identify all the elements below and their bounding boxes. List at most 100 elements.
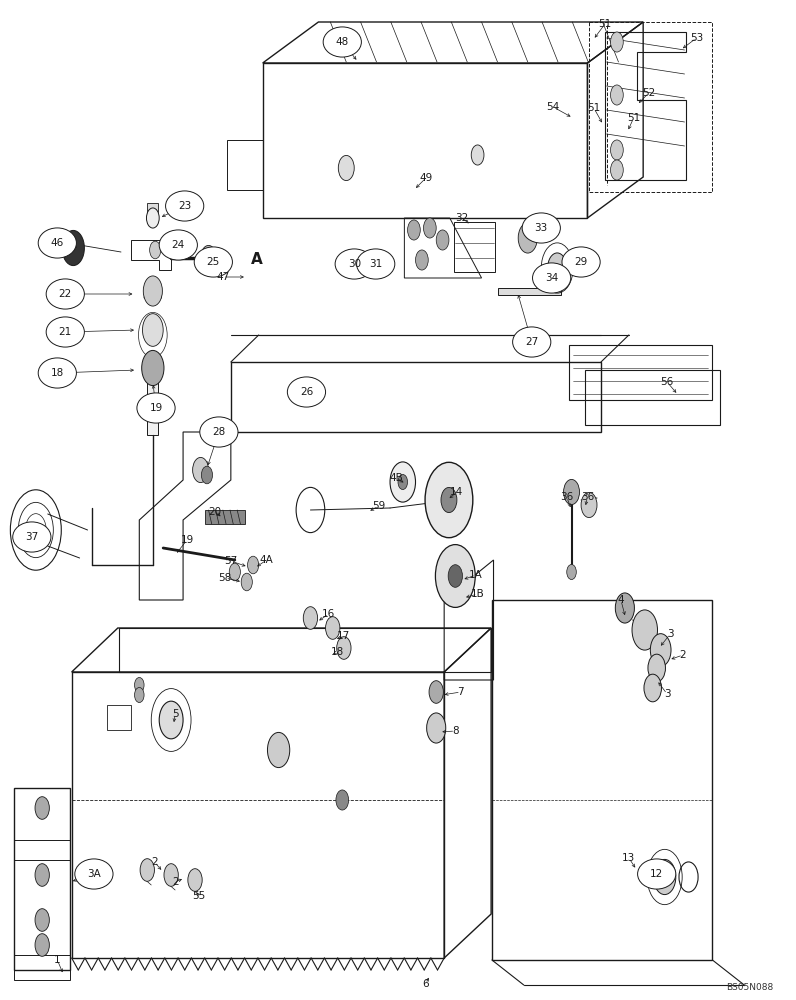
Text: 52: 52 — [642, 88, 655, 98]
Text: 36: 36 — [581, 492, 594, 502]
Ellipse shape — [615, 593, 634, 623]
Ellipse shape — [200, 417, 238, 447]
Ellipse shape — [142, 314, 163, 346]
Ellipse shape — [159, 230, 197, 260]
Text: 53: 53 — [690, 33, 703, 43]
Ellipse shape — [518, 223, 537, 253]
Ellipse shape — [62, 230, 84, 266]
Ellipse shape — [513, 327, 551, 357]
Text: 14: 14 — [451, 487, 463, 497]
Ellipse shape — [75, 859, 113, 889]
Ellipse shape — [150, 241, 161, 259]
Ellipse shape — [522, 213, 560, 243]
Ellipse shape — [548, 253, 567, 283]
Ellipse shape — [35, 797, 49, 819]
Text: 46: 46 — [51, 238, 64, 248]
Ellipse shape — [427, 713, 446, 743]
Text: 30: 30 — [348, 259, 361, 269]
Text: 32: 32 — [455, 213, 468, 223]
Text: 1B: 1B — [470, 589, 485, 599]
Ellipse shape — [564, 479, 579, 505]
Text: 26: 26 — [300, 387, 313, 397]
Ellipse shape — [648, 654, 665, 682]
Ellipse shape — [654, 859, 676, 895]
Ellipse shape — [13, 522, 51, 552]
Text: 17: 17 — [338, 631, 350, 641]
Polygon shape — [144, 284, 162, 298]
Ellipse shape — [533, 263, 571, 293]
Ellipse shape — [193, 457, 209, 483]
Ellipse shape — [338, 155, 354, 181]
Text: 16: 16 — [322, 609, 335, 619]
Text: 51: 51 — [599, 19, 611, 29]
Text: 3: 3 — [667, 629, 673, 639]
Text: 18: 18 — [51, 368, 64, 378]
Ellipse shape — [611, 85, 623, 105]
Ellipse shape — [323, 27, 361, 57]
Ellipse shape — [567, 564, 576, 580]
Ellipse shape — [581, 492, 597, 518]
Ellipse shape — [201, 466, 213, 484]
Ellipse shape — [416, 250, 428, 270]
Ellipse shape — [142, 350, 164, 386]
Ellipse shape — [611, 32, 623, 52]
Ellipse shape — [35, 864, 49, 886]
Ellipse shape — [267, 732, 290, 768]
Ellipse shape — [143, 276, 162, 306]
Ellipse shape — [38, 358, 76, 388]
Text: 4A: 4A — [259, 555, 274, 565]
Text: 2: 2 — [151, 857, 158, 867]
Text: 21: 21 — [59, 327, 72, 337]
Ellipse shape — [398, 474, 408, 490]
Text: 31: 31 — [369, 259, 382, 269]
Text: 37: 37 — [25, 532, 38, 542]
Ellipse shape — [35, 934, 49, 956]
Polygon shape — [498, 288, 561, 295]
Text: 23: 23 — [178, 201, 191, 211]
Text: 5: 5 — [172, 709, 178, 719]
Ellipse shape — [248, 556, 259, 574]
Polygon shape — [205, 510, 245, 524]
Text: 20: 20 — [209, 507, 221, 517]
Ellipse shape — [611, 140, 623, 160]
Text: 1A: 1A — [469, 570, 483, 580]
Text: 3A: 3A — [87, 869, 101, 879]
Ellipse shape — [194, 247, 232, 277]
Ellipse shape — [188, 869, 202, 891]
Ellipse shape — [650, 634, 671, 666]
Ellipse shape — [336, 790, 349, 810]
Text: 4: 4 — [618, 595, 624, 605]
Text: 1: 1 — [54, 955, 60, 965]
Text: 13: 13 — [622, 853, 635, 863]
Text: 51: 51 — [587, 103, 600, 113]
Polygon shape — [147, 203, 158, 213]
Ellipse shape — [146, 208, 159, 228]
Ellipse shape — [357, 249, 395, 279]
Ellipse shape — [287, 377, 326, 407]
Polygon shape — [147, 382, 158, 435]
Text: BS05N088: BS05N088 — [727, 983, 774, 992]
Ellipse shape — [562, 247, 600, 277]
Ellipse shape — [441, 487, 457, 513]
Ellipse shape — [135, 677, 144, 693]
Text: 7: 7 — [458, 687, 464, 697]
Text: 27: 27 — [525, 337, 538, 347]
Text: 2: 2 — [172, 877, 178, 887]
Text: 18: 18 — [331, 647, 344, 657]
Ellipse shape — [408, 220, 420, 240]
Text: 36: 36 — [560, 492, 573, 502]
Text: 22: 22 — [59, 289, 72, 299]
Text: A: A — [251, 252, 262, 267]
Ellipse shape — [135, 687, 144, 703]
Ellipse shape — [164, 864, 178, 886]
Ellipse shape — [229, 563, 240, 581]
Text: 29: 29 — [575, 257, 587, 267]
Text: 55: 55 — [193, 891, 205, 901]
Text: 6: 6 — [423, 979, 429, 989]
Text: 4B: 4B — [389, 473, 404, 483]
Ellipse shape — [390, 462, 416, 502]
Text: 2: 2 — [680, 650, 686, 660]
Ellipse shape — [38, 228, 76, 258]
Ellipse shape — [448, 565, 462, 587]
Ellipse shape — [638, 859, 676, 889]
